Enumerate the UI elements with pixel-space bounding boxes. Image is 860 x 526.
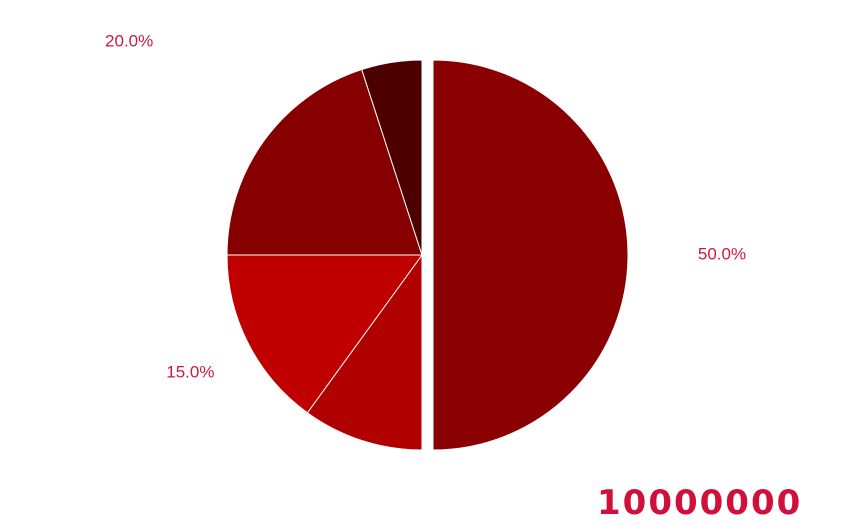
pie-slice-2 <box>306 253 423 451</box>
pie-slice-3 <box>226 254 423 414</box>
pie-slice-1 <box>432 59 629 451</box>
slice-label-4: 20.0% <box>105 32 153 51</box>
slice-label-1: 50.0% <box>698 244 746 263</box>
total-value: 10000000 <box>597 483 803 523</box>
pie-slice-4 <box>226 68 423 256</box>
pie-slice-5 <box>361 59 423 256</box>
slice-label-3: 15.0% <box>166 363 214 382</box>
